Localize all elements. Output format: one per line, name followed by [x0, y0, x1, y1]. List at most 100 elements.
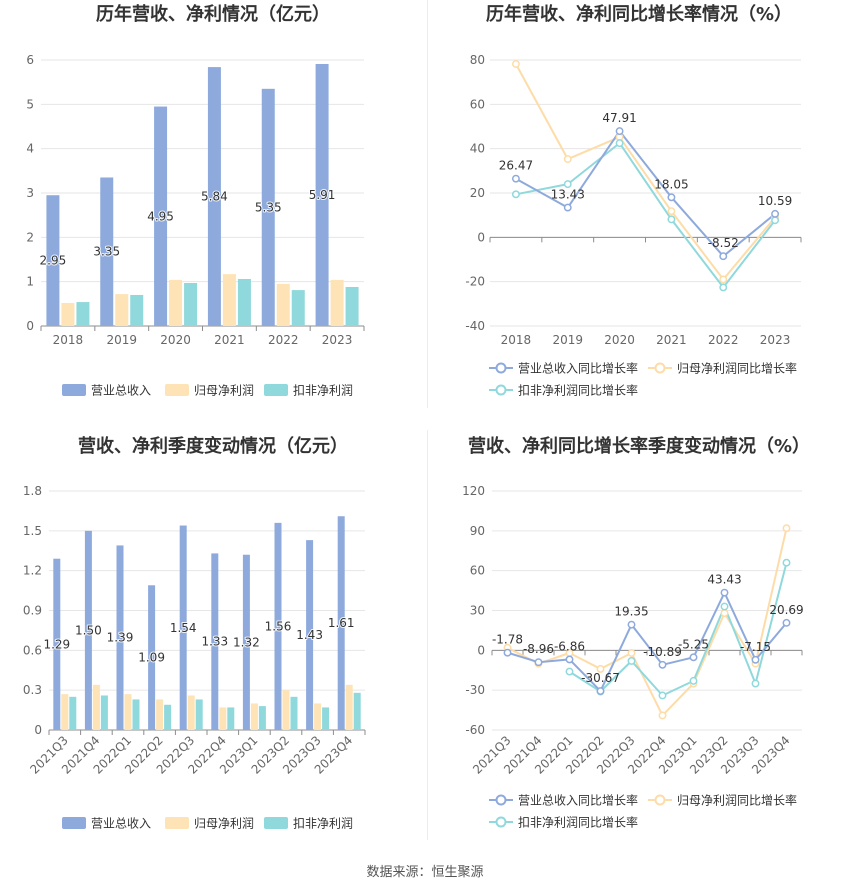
bar-revenue	[84, 530, 92, 730]
y-tick-label: 120	[462, 484, 485, 498]
legend-swatch	[264, 384, 288, 396]
point-deducted-net-profit-growth	[658, 691, 667, 700]
chart-title: 营收、净利同比增长率季度变动情况（%）	[468, 435, 810, 457]
point-value-label: 43.43	[707, 573, 741, 587]
point-revenue-growth	[503, 648, 512, 657]
x-tick-label: 2020	[604, 333, 635, 347]
point-deducted-net-profit-growth	[782, 558, 791, 567]
bar-deducted-net-profit	[227, 707, 235, 730]
y-tick-label: 90	[470, 524, 485, 538]
legend-label: 归母净利润同比增长率	[677, 793, 797, 808]
bar-parent-net-profit	[115, 294, 129, 326]
bar-parent-net-profit	[282, 690, 290, 730]
y-tick-label: 5	[26, 97, 34, 111]
point-revenue-growth	[596, 687, 605, 696]
bar-deducted-net-profit	[353, 692, 361, 730]
x-tick-label: 2019	[552, 333, 583, 347]
chart-title: 历年营收、净利同比增长率情况（%）	[486, 3, 792, 25]
bar-parent-net-profit	[314, 703, 322, 730]
bar-deducted-net-profit	[100, 695, 108, 730]
bar-deducted-net-profit	[345, 286, 359, 326]
bar-value-label: 1.61	[328, 616, 355, 630]
legend-item-revenue: 营业总收入	[62, 817, 151, 831]
bar-revenue	[242, 554, 250, 730]
chart-title: 营收、净利季度变动情况（亿元）	[78, 435, 348, 457]
point-deducted-net-profit-growth	[627, 657, 636, 665]
bar-value-label: 5.91	[309, 188, 336, 202]
bar-value-label: 1.54	[170, 621, 197, 635]
point-deducted-net-profit-growth	[511, 190, 520, 199]
line-deducted-net-profit-growth	[568, 562, 788, 697]
bar-revenue	[46, 195, 60, 326]
point-revenue-growth	[667, 193, 676, 202]
legend-label: 归母净利润	[194, 817, 254, 831]
x-tick-label: 2022	[708, 333, 739, 347]
bar-value-label: 1.29	[43, 637, 70, 651]
bar-parent-net-profit	[345, 684, 353, 730]
bar-value-label: 1.09	[138, 651, 165, 665]
legend-label: 归母净利润同比增长率	[677, 361, 797, 376]
bar-parent-net-profit	[61, 694, 69, 730]
bar-parent-net-profit	[124, 694, 132, 730]
y-tick-label: 60	[470, 97, 485, 111]
legend-item-revenue: 营业总收入同比增长率	[489, 793, 638, 808]
legend-item-parent-net-profit: 归母净利润	[165, 384, 254, 398]
legend-marker	[495, 816, 507, 828]
y-tick-label: 20	[470, 186, 485, 200]
y-tick-label: 0	[477, 643, 485, 657]
point-value-label: 20.69	[769, 603, 803, 617]
x-tick-label: 2018	[53, 333, 84, 347]
bar-deducted-net-profit	[322, 707, 330, 730]
point-value-label: -6.86	[554, 639, 585, 653]
bar-parent-net-profit	[222, 274, 236, 326]
bar-deducted-net-profit	[69, 696, 77, 730]
x-tick-label: 2023	[322, 333, 353, 347]
bar-value-label: 5.35	[255, 200, 282, 214]
chart-title: 历年营收、净利情况（亿元）	[96, 3, 330, 25]
point-value-label: 18.05	[654, 177, 688, 191]
y-tick-label: 0.6	[23, 643, 42, 657]
bar-revenue	[179, 525, 187, 730]
bar-parent-net-profit	[92, 684, 100, 730]
point-value-label: 19.35	[614, 605, 648, 619]
y-tick-label: 30	[470, 604, 485, 618]
point-revenue-growth	[751, 655, 760, 664]
point-revenue-growth	[719, 252, 728, 261]
line-revenue-growth	[507, 591, 788, 693]
bar-revenue	[274, 522, 282, 730]
point-revenue-growth	[771, 209, 780, 218]
bar-deducted-net-profit	[291, 290, 305, 326]
point-revenue-growth	[511, 174, 520, 183]
legend-marker	[495, 384, 507, 396]
legend-item-revenue: 营业总收入同比增长率	[489, 361, 638, 376]
bar-parent-net-profit	[330, 279, 344, 326]
legend-item-deducted-net-profit: 扣非净利润	[264, 384, 353, 398]
bar-revenue	[148, 585, 156, 730]
bar-revenue	[211, 553, 219, 730]
legend-item-deducted-net-profit: 扣非净利润同比增长率	[489, 383, 638, 398]
bar-value-label: 5.84	[201, 190, 228, 204]
legend-item-parent-net-profit: 归母净利润同比增长率	[648, 793, 797, 808]
y-tick-label: -20	[465, 275, 485, 289]
bar-revenue	[100, 177, 114, 326]
y-tick-label: 60	[470, 564, 485, 578]
bar-revenue	[207, 67, 221, 327]
bar-revenue	[53, 558, 61, 730]
bar-parent-net-profit	[61, 302, 75, 326]
bar-revenue	[154, 106, 168, 326]
legend-label: 扣非净利润	[293, 384, 353, 398]
y-tick-label: 3	[26, 186, 34, 200]
x-tick-label: 2018	[501, 333, 532, 347]
y-tick-label: 0.3	[23, 683, 42, 697]
point-value-label: -7.15	[740, 640, 771, 654]
point-parent-net-profit-growth	[658, 711, 667, 720]
x-tick-label: 2022	[268, 333, 299, 347]
bar-parent-net-profit	[187, 695, 195, 730]
legend-swatch	[62, 384, 86, 396]
y-tick-label: 40	[470, 142, 485, 156]
bar-deducted-net-profit	[258, 706, 266, 730]
bar-parent-net-profit	[219, 707, 227, 730]
bar-value-label: 3.35	[93, 245, 120, 259]
